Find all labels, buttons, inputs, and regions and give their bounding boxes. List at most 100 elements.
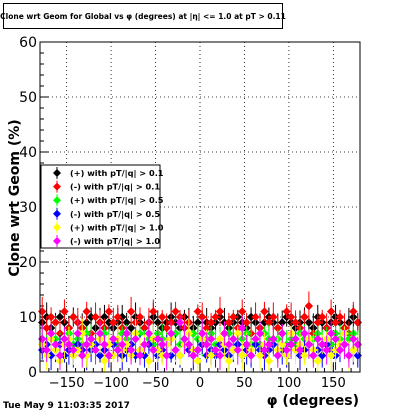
data-point	[229, 312, 238, 322]
x-axis-label: φ (degrees)	[267, 393, 359, 409]
data-point	[202, 340, 211, 349]
data-point	[171, 329, 180, 338]
x-tick-label: −150	[49, 376, 85, 391]
data-point	[95, 329, 105, 338]
data-point	[118, 340, 127, 349]
data-point	[260, 307, 269, 316]
data-point	[184, 340, 194, 349]
data-point	[264, 356, 274, 366]
data-point	[238, 351, 247, 360]
y-axis-label: Clone wrt Geom (%)	[7, 119, 23, 276]
data-point	[149, 307, 158, 316]
data-point	[135, 312, 145, 322]
title-box: Clone wrt Geom for Global vs φ (degrees)…	[0, 3, 286, 29]
data-point	[162, 351, 171, 360]
data-point	[344, 334, 354, 344]
data-point	[140, 323, 149, 333]
data-point	[318, 340, 327, 349]
data-point	[309, 351, 318, 360]
data-point	[224, 329, 234, 338]
x-tick-label: −100	[93, 376, 129, 391]
data-point	[331, 334, 340, 344]
plot-frame	[39, 41, 361, 373]
data-point	[149, 345, 158, 355]
data-point	[109, 318, 118, 327]
data-point	[206, 351, 216, 360]
legend-label: (+) with pT/|q| > 0.5	[70, 195, 164, 205]
data-point	[326, 329, 336, 338]
data-point	[104, 340, 114, 349]
data-point	[55, 312, 65, 322]
data-point	[313, 334, 322, 344]
data-point	[242, 340, 251, 349]
data-point	[60, 334, 69, 344]
legend-label: (-) with pT/|q| > 1.0	[70, 236, 160, 246]
data-point	[198, 329, 207, 338]
data-point	[215, 334, 225, 344]
legend: (+) with pT/|q| > 0.1 (-) with pT/|q| > 0…	[40, 164, 164, 249]
data-point	[189, 351, 198, 360]
data-point	[273, 351, 282, 360]
data-point	[220, 329, 229, 338]
data-point	[171, 318, 180, 327]
data-point	[233, 345, 242, 355]
data-point	[153, 318, 162, 327]
data-point	[246, 312, 256, 322]
data-point	[91, 312, 100, 322]
data-point	[86, 312, 96, 322]
data-point	[278, 318, 287, 327]
data-point	[158, 340, 167, 349]
y-tick-label: 40	[19, 145, 37, 161]
data-point	[331, 318, 340, 327]
data-point	[349, 307, 358, 316]
data-point	[340, 340, 349, 349]
data-point	[224, 340, 234, 349]
data-point	[104, 318, 114, 327]
legend-label: (+) with pT/|q| > 0.1	[70, 168, 164, 178]
data-point	[229, 345, 238, 355]
x-tick-label: 150	[321, 376, 346, 391]
data-point	[82, 307, 91, 316]
data-point	[100, 340, 109, 349]
data-point	[153, 345, 162, 355]
data-point	[73, 345, 82, 355]
data-point	[118, 329, 127, 338]
data-point	[109, 351, 118, 360]
data-point	[313, 318, 322, 327]
data-point	[42, 345, 51, 355]
data-point	[224, 318, 234, 327]
data-point	[153, 334, 162, 344]
data-point	[171, 345, 180, 355]
data-point	[326, 307, 336, 316]
data-point	[180, 334, 189, 344]
data-point	[304, 340, 314, 349]
data-point	[118, 312, 127, 322]
data-point	[322, 345, 331, 355]
data-point	[51, 318, 60, 327]
data-point	[126, 345, 136, 355]
data-point	[122, 318, 131, 327]
data-point	[215, 351, 225, 360]
legend-label: (+) with pT/|q| > 1.0	[70, 222, 164, 232]
data-point	[304, 301, 314, 311]
data-point	[313, 356, 322, 366]
data-point	[198, 312, 207, 322]
data-point	[233, 329, 242, 338]
data-point	[82, 351, 91, 360]
data-point	[229, 334, 238, 344]
y-tick-label: 20	[19, 255, 37, 271]
data-point	[211, 312, 220, 322]
data-point	[166, 351, 176, 360]
data-point	[260, 318, 269, 327]
data-point	[282, 307, 291, 316]
data-point	[193, 345, 202, 355]
data-point	[55, 351, 65, 360]
data-point	[246, 351, 256, 360]
data-point	[264, 340, 274, 349]
data-point	[100, 356, 109, 366]
data-point	[82, 340, 91, 349]
data-point	[82, 329, 91, 338]
data-point	[300, 351, 309, 360]
data-point	[171, 307, 180, 316]
y-tick-label: 30	[19, 200, 37, 216]
